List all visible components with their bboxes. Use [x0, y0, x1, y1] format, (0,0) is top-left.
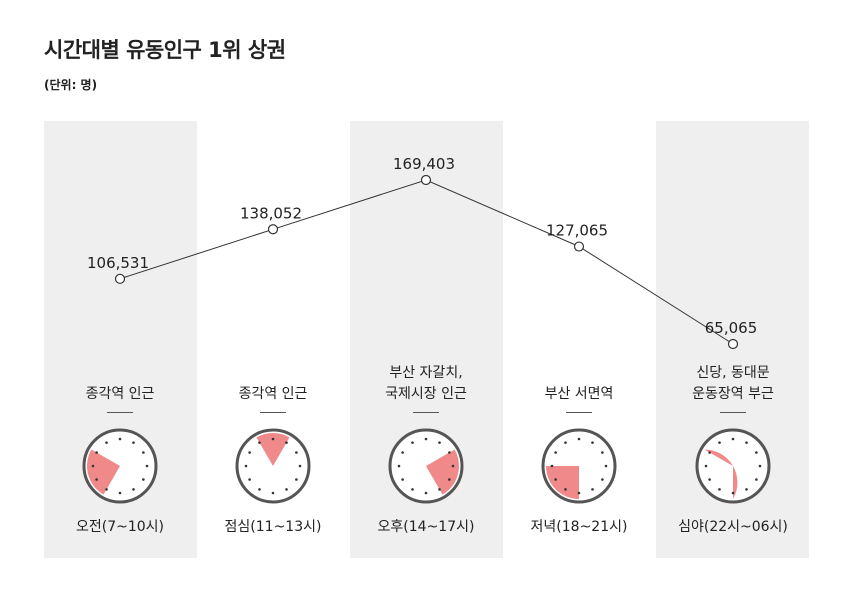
- data-point: [420, 174, 432, 186]
- clock-tick: [424, 491, 428, 495]
- clock-tick: [271, 437, 275, 441]
- clock-tick: [248, 478, 251, 481]
- clock-tick: [142, 451, 145, 454]
- clock-wedge: [256, 432, 290, 466]
- clock-tick: [285, 441, 288, 444]
- clock-tick: [118, 437, 122, 441]
- clock-tick: [604, 464, 608, 468]
- clock-tick: [105, 488, 108, 491]
- clock-tick: [401, 451, 404, 454]
- clock-tick: [142, 478, 145, 481]
- clock-tick: [601, 451, 604, 454]
- clock-tick: [411, 488, 414, 491]
- clock-tick: [145, 464, 149, 468]
- clock-tick: [554, 451, 557, 454]
- clock-tick: [718, 441, 721, 444]
- period-label: 오전(7~10시): [76, 519, 164, 535]
- data-label: 65,065: [705, 319, 758, 337]
- period-label: 점심(11~13시): [225, 519, 322, 535]
- period-label: 심야(22시~06시): [678, 519, 788, 535]
- clock-tick: [295, 478, 298, 481]
- clock-tick: [132, 441, 135, 444]
- clock-tick: [105, 441, 108, 444]
- place-label: 국제시장 인근: [385, 386, 467, 402]
- clock-tick: [601, 478, 604, 481]
- data-point: [114, 273, 126, 284]
- clock-tick: [755, 478, 758, 481]
- place-label: 부산 서면역: [545, 386, 614, 402]
- clock-tick: [731, 437, 735, 441]
- clock-tick: [755, 451, 758, 454]
- clock-tick: [591, 441, 594, 444]
- clock-tick: [295, 451, 298, 454]
- data-point: [267, 224, 279, 235]
- data-label: 127,065: [546, 222, 608, 240]
- clock-tick: [298, 464, 302, 468]
- clock-tick: [451, 464, 455, 468]
- clock-tick: [401, 478, 404, 481]
- clock-tick: [718, 488, 721, 491]
- clock-tick: [564, 488, 567, 491]
- clock-wedge: [546, 466, 579, 499]
- clock-tick: [550, 464, 554, 468]
- clock-tick: [424, 437, 428, 441]
- clock-tick: [745, 441, 748, 444]
- clock-tick: [91, 464, 95, 468]
- clock-tick: [95, 451, 98, 454]
- clock-tick: [758, 464, 762, 468]
- clock-tick: [411, 441, 414, 444]
- data-point: [727, 338, 739, 350]
- clock-wedge: [426, 449, 460, 495]
- clock-tick: [258, 441, 261, 444]
- series-line: [119, 179, 734, 345]
- chart-title: 시간대별 유동인구 1위 상권: [44, 38, 286, 62]
- clock-tick: [95, 478, 98, 481]
- unit-label: (단위: 명): [44, 78, 98, 92]
- data-label: 138,052: [240, 204, 302, 222]
- clock-tick: [577, 437, 581, 441]
- period-label: 저녁(18~21시): [531, 519, 628, 535]
- period-label: 오후(14~17시): [378, 519, 475, 535]
- clock-tick: [564, 441, 567, 444]
- clock-tick: [258, 488, 261, 491]
- place-label: 부산 자갈치,: [389, 365, 462, 381]
- clock-tick: [554, 478, 557, 481]
- clock-tick: [591, 488, 594, 491]
- place-label: 신당, 동대문: [696, 365, 769, 381]
- clock-tick: [397, 464, 401, 468]
- clock-tick: [745, 488, 748, 491]
- clock-tick: [577, 491, 581, 495]
- clock-tick: [704, 464, 708, 468]
- clock-tick: [708, 451, 711, 454]
- clock-tick: [731, 491, 735, 495]
- clock-tick: [248, 451, 251, 454]
- clock-tick: [285, 488, 288, 491]
- data-label: 106,531: [87, 254, 149, 272]
- clock-tick: [448, 478, 451, 481]
- place-label: 운동장역 부근: [692, 386, 774, 402]
- clock-tick: [244, 464, 248, 468]
- clock-tick: [438, 441, 441, 444]
- place-label: 종각역 인근: [86, 386, 155, 402]
- clock-wedge: [704, 449, 738, 499]
- clock-tick: [448, 451, 451, 454]
- clock-tick: [708, 478, 711, 481]
- place-label: 종각역 인근: [239, 386, 308, 402]
- data-point: [573, 241, 585, 252]
- clock-tick: [118, 491, 122, 495]
- data-label: 169,403: [393, 155, 455, 173]
- clock-wedge: [86, 449, 120, 495]
- clock-tick: [438, 488, 441, 491]
- clock-tick: [271, 491, 275, 495]
- clock-tick: [132, 488, 135, 491]
